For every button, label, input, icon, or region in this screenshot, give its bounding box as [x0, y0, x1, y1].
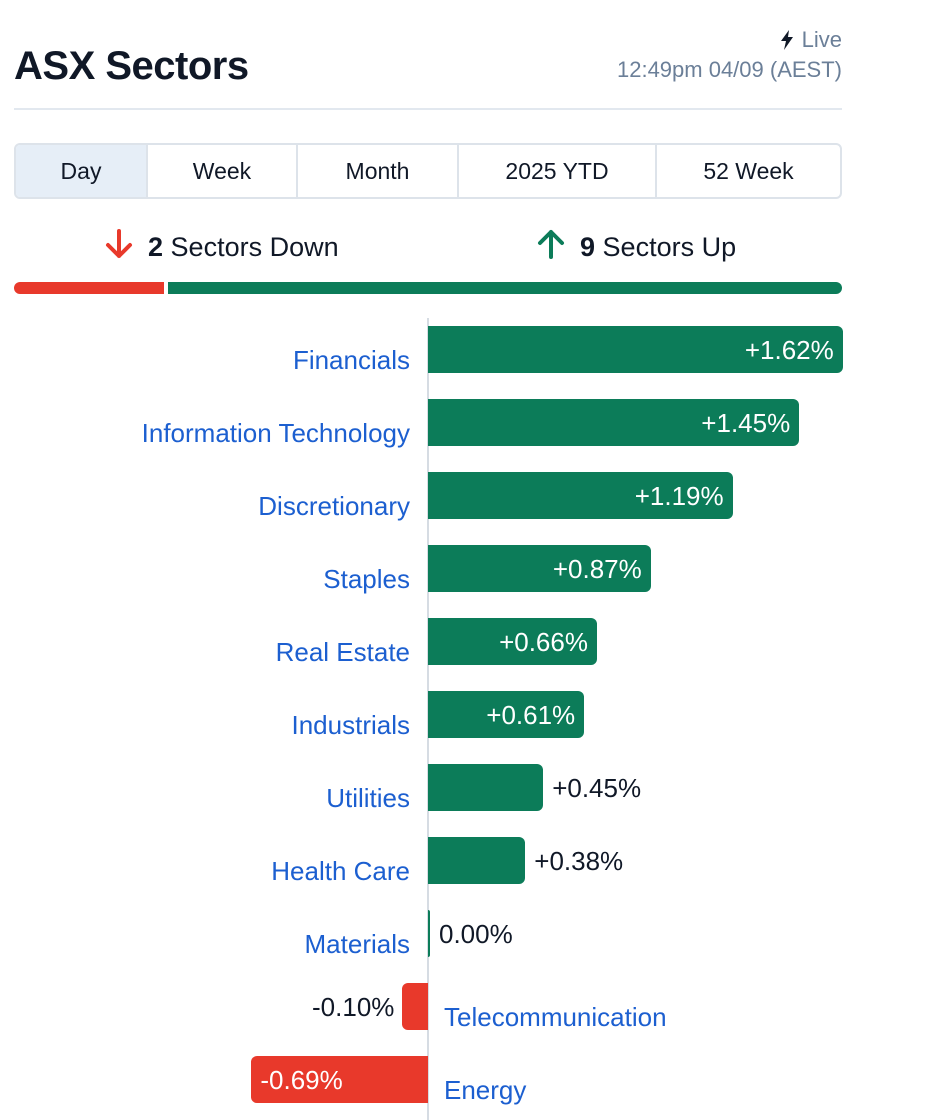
sector-label-real-estate[interactable]: Real Estate — [275, 637, 410, 667]
sector-label-telecommunication[interactable]: Telecommunication — [444, 1002, 667, 1032]
sector-label-staples[interactable]: Staples — [323, 564, 410, 594]
tab-day[interactable]: Day — [16, 145, 148, 197]
value-label-industrials: +0.61% — [486, 700, 576, 730]
timestamp: 12:49pm 04/09 (AEST) — [616, 57, 842, 82]
sector-label-information-technology[interactable]: Information Technology — [141, 418, 410, 448]
period-tabs: Day Week Month 2025 YTD 52 Week — [14, 143, 842, 199]
bar-financials — [428, 326, 843, 373]
value-label-utilities: +0.45% — [552, 773, 642, 803]
sector-label-utilities[interactable]: Utilities — [326, 783, 410, 813]
lightning-bolt-icon — [780, 30, 794, 50]
sectors-up-summary: 9 Sectors Up — [536, 228, 736, 267]
sectors-up-count: 9 — [580, 232, 596, 262]
tab-2025-ytd[interactable]: 2025 YTD — [459, 145, 657, 197]
arrow-up-icon — [536, 228, 566, 267]
value-label-materials: 0.00% — [439, 919, 513, 949]
ratio-bar-up — [168, 282, 842, 294]
value-label-financials: +1.62% — [744, 335, 834, 365]
sectors-up-label: Sectors Up — [602, 232, 737, 262]
page-title: ASX Sectors — [14, 44, 249, 88]
value-label-discretionary: +1.19% — [634, 481, 724, 511]
value-label-staples: +0.87% — [552, 554, 642, 584]
tab-52-week[interactable]: 52 Week — [703, 157, 794, 184]
bar-health-care — [428, 837, 526, 884]
live-indicator: Live — [780, 27, 842, 53]
sector-label-energy[interactable]: Energy — [444, 1075, 527, 1105]
sectors-down-label: Sectors Down — [170, 232, 339, 262]
bar-utilities — [428, 764, 544, 811]
value-label-health-care: +0.38% — [534, 846, 624, 876]
value-label-real-estate: +0.66% — [499, 627, 588, 657]
bar-real-estate — [428, 618, 597, 665]
sector-label-financials[interactable]: Financials — [292, 345, 410, 375]
sectors-down-summary: 2 Sectors Down — [104, 228, 339, 267]
sector-label-discretionary[interactable]: Discretionary — [258, 491, 410, 521]
bar-industrials — [428, 691, 585, 738]
bar-materials — [428, 910, 430, 957]
header: ASX Sectors Live 12:49pm 04/09 (AEST) — [14, 0, 842, 110]
bar-staples — [428, 545, 651, 592]
sector-label-industrials[interactable]: Industrials — [291, 710, 411, 740]
bar-information-technology — [428, 399, 800, 446]
sector-ratio-bar — [14, 282, 842, 294]
value-label-information-technology: +1.45% — [701, 408, 791, 438]
sector-label-materials[interactable]: Materials — [304, 929, 410, 959]
bar-telecommunication — [402, 983, 428, 1030]
bar-energy — [251, 1056, 428, 1103]
sectors-down-count: 2 — [148, 232, 164, 262]
sector-label-health-care[interactable]: Health Care — [271, 856, 410, 886]
value-label-energy: -0.69% — [260, 1065, 343, 1095]
tab-week[interactable]: Week — [148, 145, 298, 197]
arrow-down-icon — [104, 228, 134, 267]
tab-month[interactable]: Month — [298, 145, 459, 197]
ratio-bar-down — [14, 282, 164, 294]
bar-discretionary — [428, 472, 733, 519]
live-label: Live — [801, 27, 842, 52]
value-label-telecommunication: -0.10% — [312, 992, 395, 1022]
